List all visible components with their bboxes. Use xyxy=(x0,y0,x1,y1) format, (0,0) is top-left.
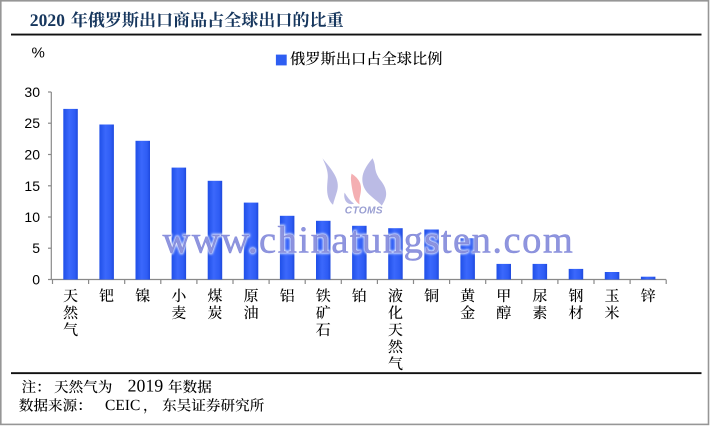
svg-text:5: 5 xyxy=(32,240,40,256)
svg-text:25: 25 xyxy=(24,115,40,131)
svg-text:20: 20 xyxy=(24,147,40,163)
svg-text:30: 30 xyxy=(24,84,40,100)
svg-text:CTOMS: CTOMS xyxy=(345,205,383,216)
svg-text:www.chinatungsten.com: www.chinatungsten.com xyxy=(163,220,575,262)
svg-text:www.chinatungsten.com: www.chinatungsten.com xyxy=(163,220,575,262)
svg-text:0: 0 xyxy=(32,272,40,288)
svg-text:15: 15 xyxy=(24,178,40,194)
svg-text:%: % xyxy=(32,45,45,62)
svg-text:10: 10 xyxy=(24,209,40,225)
